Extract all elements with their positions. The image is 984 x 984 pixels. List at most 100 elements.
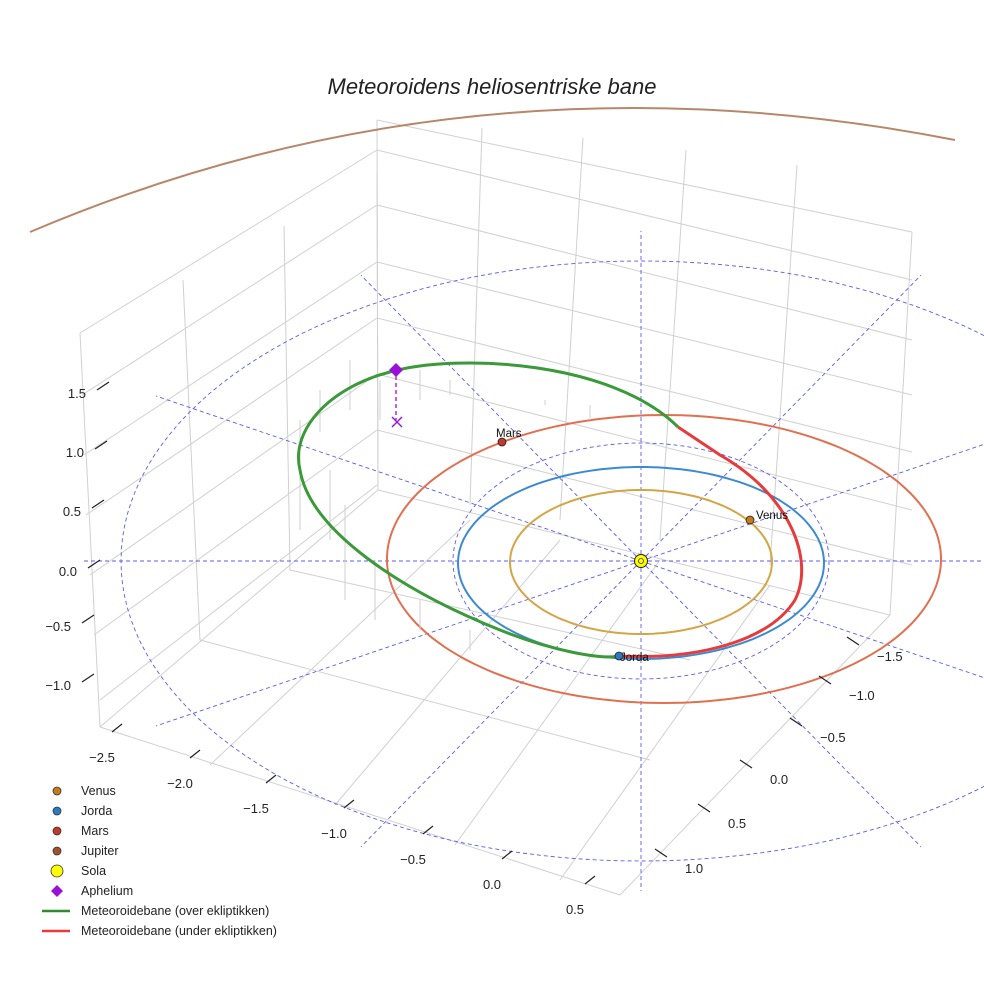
legend-marker-dot [52,786,62,796]
chart-title: Meteoroidens heliosentriske bane [328,74,657,99]
sun-marker [634,554,648,568]
z-tick-mark [96,381,110,391]
y-tick-label: 1.0 [685,861,703,876]
grid-line [376,119,379,491]
grid-line [377,489,891,616]
z-tick-mark [87,559,101,569]
ecliptic-reference-layer [81,231,984,891]
axis-ticks-layer: −1.0 −0.5 0.0 0.5 1.0 1.5 −2.5 −2.0 −1.5 −1.0 −0.5… [45,381,903,917]
grid-line [376,149,913,281]
grid-line [85,317,378,516]
orbit-jorda [456,466,825,660]
z-tick-label: 1.5 [68,386,86,401]
planet-orbits-layer [29,107,956,705]
z-tick-label: 0.0 [59,564,77,579]
legend-label: Jupiter [81,844,119,858]
grid-line [93,429,378,636]
ecliptic-reference-spoke [640,560,922,848]
meteoroid-orbit-above-ecliptic [297,361,680,659]
grid-line [559,137,584,521]
ecliptic-reference-spoke [155,395,642,562]
y-tick-mark [846,636,860,646]
z-tick-mark [91,499,105,509]
planet-label-venus: Venus [756,510,788,522]
grid-line [376,204,913,341]
y-tick-mark [789,717,803,727]
legend: Venus Jorda Mars Jupiter Sola Aphelium Meteoro… [42,784,277,938]
orbit-venus [508,489,773,635]
aphelium-projection-marker [391,416,403,428]
legend-label: Sola [81,864,106,878]
grid-line [376,317,913,453]
grid-line [99,726,621,896]
orbit-jupiter [29,107,956,233]
legend-label: Aphelium [81,884,133,898]
grid-line [81,204,378,396]
z-tick-label: 0.5 [63,504,81,519]
ecliptic-reference-spoke [640,274,922,562]
ecliptic-reference-spoke [155,560,642,727]
grid-line [659,149,687,541]
markers-layer: Venus Jorda Mars [389,363,788,664]
orbit-mars [385,413,942,705]
x-tick-label: −2.0 [167,776,193,791]
x-tick-label: −1.0 [321,826,347,841]
legend-marker-diamond [51,885,63,897]
legend-item: Aphelium [51,884,133,898]
legend-marker-sun [50,864,64,878]
legend-item: Meteoroidebane (under ekliptikken) [42,924,277,938]
legend-item: Venus [52,784,116,798]
x-tick-mark [265,774,277,784]
legend-item: Mars [52,824,109,838]
y-tick-mark [818,675,832,685]
legend-item: Meteoroidebane (over ekliptikken) [42,904,269,918]
grid-line [283,225,291,571]
meteoroid-orbit-below-ecliptic [619,425,804,658]
legend-item: Jupiter [52,844,119,858]
planet-venus [745,515,755,525]
planet-label-jorda: Jorda [620,652,649,664]
y-tick-mark [697,803,711,813]
y-tick-label: 0.5 [728,816,746,831]
grid-line [79,149,378,334]
z-tick-mark [81,673,95,683]
meteoroid-orbit-layer [297,360,804,659]
legend-label: Meteoroidebane (over ekliptikken) [81,904,269,918]
x-tick-label: −1.5 [243,801,269,816]
y-tick-mark [739,759,753,769]
grid-line [334,539,561,806]
z-tick-label: −1.0 [45,678,71,693]
legend-label: Mars [81,824,109,838]
legend-label: Venus [81,784,116,798]
grid-line [376,429,913,566]
planet-jorda [614,651,624,661]
legend-marker-dot [52,806,62,816]
z-tick-label: 1.0 [66,445,84,460]
planet-mars [497,437,507,447]
aphelium-marker [389,363,403,377]
y-tick-label: −1.5 [877,649,903,664]
grid-line [619,614,891,896]
z-tick-label: −0.5 [45,619,71,634]
y-tick-label: −1.0 [849,688,875,703]
grid-line [289,569,691,661]
planet-label-mars: Mars [496,428,522,440]
x-tick-mark [422,825,434,835]
x-tick-label: −0.5 [400,852,426,867]
grid-line [99,489,379,728]
legend-item: Sola [50,864,106,878]
legend-label: Meteoroidebane (under ekliptikken) [81,924,277,938]
x-tick-mark [584,875,596,885]
legend-marker-dot [52,826,62,836]
ecliptic-reference-spoke [640,560,984,679]
grid-line [376,119,913,233]
grid-layer [79,119,913,896]
grid-line [376,373,913,511]
grid-line [199,639,651,761]
ecliptic-reference-circle [452,442,830,680]
grid-line [376,261,913,396]
x-tick-label: −2.5 [89,750,115,765]
legend-label: Jorda [81,804,112,818]
x-tick-label: 0.0 [483,877,501,892]
